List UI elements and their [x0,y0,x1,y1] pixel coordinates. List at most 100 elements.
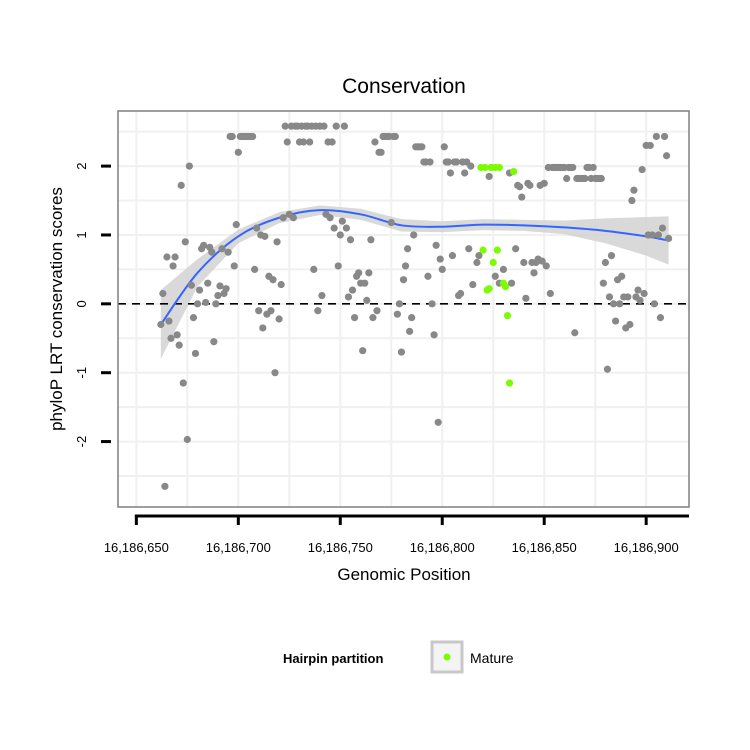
point-other [173,331,181,339]
point-other [157,320,165,329]
y-axis: -2 -1 0 1 2 [74,162,111,447]
point-other [597,174,605,183]
point-other [195,286,204,294]
point-other [391,132,399,141]
point-other [363,296,371,304]
point-other [177,181,185,189]
point-other [320,122,328,130]
point-other [512,245,520,253]
point-other [175,341,183,349]
point-other [261,232,269,240]
point-other [218,245,226,253]
point-other [650,300,658,308]
point-other [165,317,173,325]
x-tick-label: 16,186,700 [206,540,271,555]
point-other [200,241,208,249]
point-other [330,224,338,232]
point-other [448,252,457,260]
point-other [283,138,291,146]
point-other [467,162,475,170]
point-other [171,253,179,261]
point-other [367,236,375,244]
point-other [605,293,614,301]
point-mature [485,285,493,293]
point-other [399,276,408,284]
point-other [259,324,267,332]
point-other [365,269,373,277]
point-other [185,162,193,170]
y-tick-label: -2 [74,436,89,448]
point-other [214,291,222,300]
point-other [569,163,577,172]
point-other [526,181,534,189]
point-other [191,349,200,358]
point-other [473,258,481,267]
point-other [444,158,452,166]
point-other [248,132,257,141]
point-other [371,138,379,146]
point-other [289,214,297,222]
point-other [234,148,242,156]
point-other [522,294,530,302]
point-other [408,314,416,322]
point-other [179,379,187,387]
point-other [167,334,175,342]
point-other [377,148,385,156]
point-other [518,193,526,201]
point-other [457,289,465,298]
x-tick-label: 16,186,900 [614,540,679,555]
point-other [636,296,644,304]
point-other [183,435,191,444]
point-mature [503,311,512,320]
point-other [299,138,308,146]
point-other [271,369,279,377]
point-other [361,279,369,287]
point-other [216,282,224,290]
point-mature [495,163,503,172]
point-other [332,122,340,130]
y-tick-label: 2 [74,162,89,169]
point-other [251,265,259,273]
point-other [269,276,277,284]
point-other [348,286,357,294]
legend-key-point [443,653,451,661]
x-tick-label: 16,186,650 [104,540,169,555]
point-other [611,317,620,325]
point-other [210,338,218,346]
point-other [359,347,367,355]
point-other [224,248,232,256]
point-other [628,196,636,205]
point-other [630,186,638,194]
point-other [275,315,283,323]
point-other [279,214,287,222]
point-other [499,265,508,273]
point-other [159,289,167,298]
point-other [189,314,198,322]
point-other [403,245,412,253]
point-other [618,272,626,280]
point-other [603,365,612,373]
point-other [589,163,597,172]
legend-title: Hairpin partition [283,651,383,666]
chart-title: Conservation [342,75,466,98]
point-other [181,238,189,246]
point-other [163,253,171,261]
x-axis-label: Genomic Position [337,565,470,584]
point-other [475,252,483,260]
point-other [340,122,348,130]
point-other [616,300,624,308]
point-other [452,158,461,166]
point-other [599,279,607,287]
point-other [656,314,665,322]
point-other [193,300,202,308]
point-other [202,298,210,307]
point-other [306,138,314,146]
point-other [222,285,230,293]
point-mature [493,246,501,254]
point-mature [479,246,487,254]
point-other [395,300,404,308]
point-other [401,262,410,270]
point-other [436,255,444,263]
y-axis-label: phyloP LRT conservation scores [47,187,66,431]
point-other [485,172,493,181]
